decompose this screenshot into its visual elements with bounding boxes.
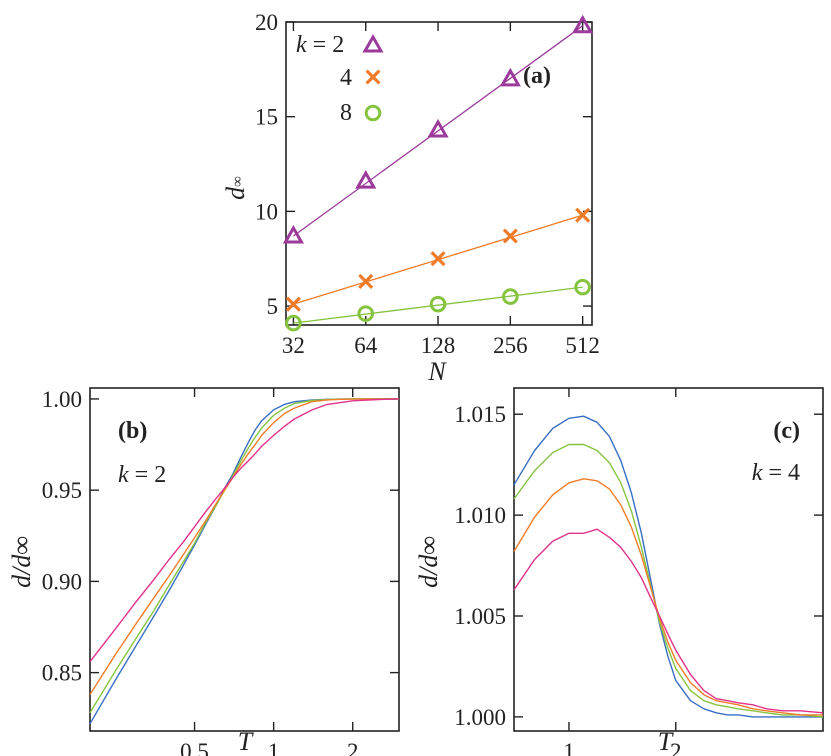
- panel-c-annotation: k = 4: [752, 460, 800, 486]
- panel-a-ytick-label: 20: [255, 10, 278, 35]
- panel-a-xtick-label: 256: [493, 333, 528, 358]
- data-point-circle: [502, 288, 519, 305]
- data-point-cross: [285, 296, 301, 312]
- panel-c-ytick-label: 1.010: [454, 503, 506, 528]
- panel-a-frame: [285, 21, 593, 326]
- panel-b-curve-magenta: [89, 398, 400, 663]
- panel-b-ytick-label: 0.90: [42, 569, 82, 594]
- data-point-triangle: [427, 118, 449, 138]
- panel-b-curve-orange: [89, 398, 399, 695]
- panel-b-ticks: 0.5 1 2 0.85 0.90 0.95 1.00: [42, 387, 399, 756]
- panel-c-ytick-label: 1.015: [454, 402, 506, 427]
- legend-k-prefix: k = 2: [296, 32, 344, 58]
- panel-b-ytick-label: 0.95: [42, 478, 82, 503]
- panel-a-ticks: 32 64 128 256 512 5 10 15 20: [255, 10, 600, 358]
- panel-a-markers: [282, 14, 594, 332]
- panel-b-xtick-label: 2: [347, 739, 359, 756]
- panel-c-curve-magenta: [513, 528, 824, 714]
- data-point-triangle: [572, 14, 594, 34]
- panel-b-label: (b): [118, 418, 147, 444]
- data-point-cross: [502, 228, 518, 244]
- panel-c-ylabel: d/d∞: [414, 536, 443, 588]
- panel-a-xlabel: N: [427, 357, 447, 386]
- panel-b-annotation: k = 2: [118, 462, 166, 488]
- data-point-triangle: [499, 67, 521, 87]
- panel-c-curve-orange: [513, 478, 823, 716]
- data-point-cross: [430, 251, 446, 267]
- panel-c-chart: 1 2 1.000 1.005 1.010 1.015 (c) k = 4 d/d∞ T: [414, 387, 824, 756]
- panel-a-ytick-label: 10: [255, 199, 278, 224]
- data-point-cross: [575, 207, 591, 223]
- panel-a-chart: 32 64 128 256 512 5 10 15 20 (a) k = 2 4 8 d∞ N: [221, 10, 600, 386]
- data-point-triangle: [355, 170, 377, 189]
- data-point-cross: [358, 273, 374, 289]
- panel-a-label: (a): [523, 63, 551, 89]
- legend-marker-circle: [364, 104, 382, 122]
- panel-c-ytick-label: 1.005: [454, 604, 506, 629]
- panel-a-xtick-label: 32: [282, 333, 305, 358]
- panel-c-xtick-label: 1: [563, 739, 575, 756]
- panel-c-xtick-label: 2: [670, 739, 682, 756]
- panel-a-ylabel: d∞: [221, 176, 250, 200]
- panel-b-ytick-label: 0.85: [42, 661, 82, 686]
- panel-c-ticks: 1 2 1.000 1.005 1.010 1.015: [454, 388, 823, 756]
- panel-b-frame: [89, 387, 400, 732]
- panel-b-curve-green: [89, 398, 399, 714]
- panel-c-label: (c): [773, 418, 800, 444]
- legend-label-8: 8: [340, 100, 352, 126]
- data-point-triangle: [282, 224, 305, 244]
- panel-c-frame: [513, 387, 824, 732]
- panel-a-xtick-label: 128: [421, 333, 456, 358]
- legend-markers: [362, 33, 384, 122]
- panel-c-ytick-label: 1.000: [454, 705, 506, 730]
- data-point-circle: [429, 295, 447, 313]
- panel-b-ylabel: d/d∞: [7, 536, 36, 588]
- legend-label-4: 4: [340, 65, 352, 91]
- panel-b-xtick-label: 0.5: [180, 739, 209, 756]
- panel-b-chart: 0.5 1 2 0.85 0.90 0.95 1.00 (b) k = 2 d/d∞ T: [7, 387, 400, 756]
- data-point-circle: [357, 305, 375, 322]
- panel-a-xtick-label: 512: [565, 333, 600, 358]
- panel-c-curve-blue: [513, 415, 823, 718]
- panel-a-ytick-label: 5: [267, 294, 279, 319]
- panel-c-xlabel: T: [658, 727, 674, 756]
- panel-b-curve-blue: [89, 398, 399, 725]
- panel-c-curves: [513, 415, 824, 718]
- panel-a-ytick-label: 15: [255, 105, 278, 130]
- legend-marker-triangle: [362, 33, 384, 53]
- panel-a-xtick-label: 64: [354, 333, 378, 358]
- panel-b-xtick-label: 1: [268, 739, 280, 756]
- data-point-circle: [285, 314, 302, 332]
- fit-line-circle: [293, 286, 583, 324]
- panel-b-xlabel: T: [238, 727, 254, 756]
- fit-line-triangle: [293, 25, 584, 237]
- panel-b-ytick-label: 1.00: [42, 387, 82, 412]
- legend-marker-cross: [365, 69, 381, 85]
- panel-b-curves: [89, 398, 400, 725]
- panel-a-legend: k = 2 4 8: [296, 32, 384, 126]
- panel-c-curve-green: [513, 443, 824, 718]
- data-point-circle: [574, 278, 591, 296]
